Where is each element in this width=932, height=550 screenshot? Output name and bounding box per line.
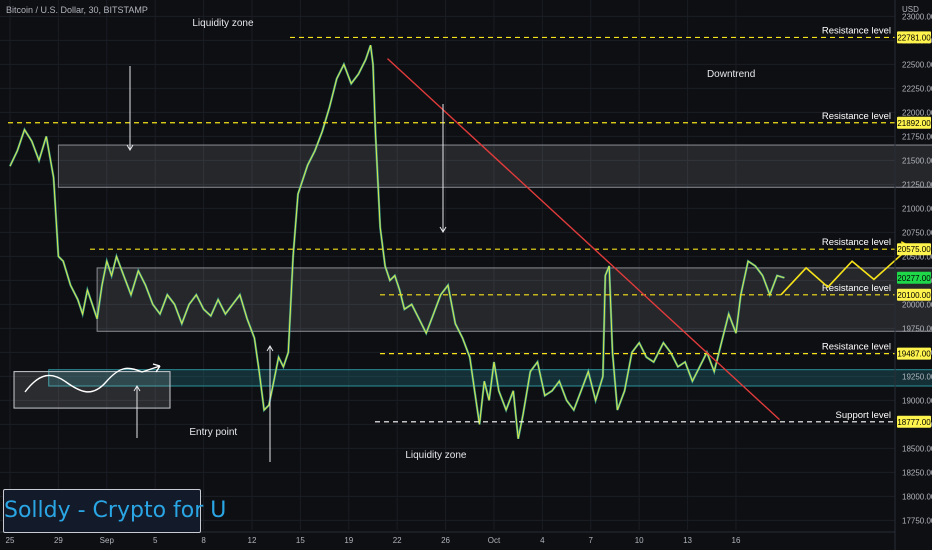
price-tag-text: 20100.00 bbox=[897, 291, 931, 300]
y-tick-label: 17750.00 bbox=[902, 516, 932, 525]
price-series bbox=[9, 44, 785, 440]
y-tick-label: 18000.00 bbox=[902, 492, 932, 501]
x-tick-label: 7 bbox=[589, 536, 594, 545]
liquidity-zone-upper bbox=[57, 144, 932, 188]
wave-path bbox=[24, 367, 143, 393]
y-tick-label: 20500.00 bbox=[902, 252, 932, 261]
level-label: Resistance level bbox=[822, 25, 891, 36]
y-tick-label: 20000.00 bbox=[902, 300, 932, 309]
price-tag-text: 21892.00 bbox=[897, 119, 931, 128]
annotation-arrow-head bbox=[439, 226, 447, 233]
x-tick-label: 5 bbox=[153, 536, 158, 545]
y-tick-label: 22500.00 bbox=[902, 60, 932, 69]
x-tick-label: 22 bbox=[393, 536, 402, 545]
x-tick-label: 25 bbox=[6, 536, 15, 545]
y-tick-label: 18500.00 bbox=[902, 444, 932, 453]
entry-point-box bbox=[13, 371, 171, 409]
x-tick-label: 26 bbox=[441, 536, 450, 545]
annotation-label: Entry point bbox=[189, 427, 237, 438]
price-tag-text: 19487.00 bbox=[897, 350, 931, 359]
x-tick-label: Sep bbox=[100, 536, 115, 545]
x-tick-label: Oct bbox=[488, 536, 501, 545]
y-tick-label: 19250.00 bbox=[902, 372, 932, 381]
level-label: Support level bbox=[836, 410, 891, 421]
x-tick-label: 8 bbox=[201, 536, 206, 545]
price-tag-text: 18777.00 bbox=[897, 418, 931, 427]
price-tag bbox=[897, 116, 931, 129]
price-tag bbox=[897, 347, 931, 360]
price-tag bbox=[897, 415, 931, 428]
x-tick-label: 15 bbox=[296, 536, 305, 545]
price-tag-text: 22781.00 bbox=[897, 33, 931, 42]
annotation-arrow-head bbox=[126, 144, 134, 151]
forecast-path bbox=[780, 246, 911, 296]
x-tick-label: 13 bbox=[683, 536, 692, 545]
y-axis-unit: USD bbox=[902, 5, 919, 14]
y-tick-label: 18250.00 bbox=[902, 468, 932, 477]
annotation-label: Downtrend bbox=[707, 69, 755, 80]
price-tag bbox=[897, 288, 931, 301]
annotation-label: Liquidity zone bbox=[405, 450, 467, 461]
y-tick-label: 21250.00 bbox=[902, 180, 932, 189]
y-tick-label: 21500.00 bbox=[902, 156, 932, 165]
entry-point-marker bbox=[13, 363, 171, 409]
x-tick-label: 29 bbox=[54, 536, 63, 545]
y-tick-label: 19750.00 bbox=[902, 324, 932, 333]
price-line bbox=[9, 45, 785, 439]
y-tick-label: 22000.00 bbox=[902, 108, 932, 117]
y-tick-label: 19000.00 bbox=[902, 396, 932, 405]
annotation-arrow-head bbox=[133, 385, 141, 392]
price-tag-text: 20575.00 bbox=[897, 245, 931, 254]
y-tick-label: 23000.00 bbox=[902, 12, 932, 21]
x-tick-label: 4 bbox=[540, 536, 545, 545]
downtrend-line bbox=[387, 58, 780, 421]
drawings: Resistance level Resistance level Resistan… bbox=[8, 18, 912, 462]
symbol-title: Bitcoin / U.S. Dollar, 30, BITSTAMP bbox=[6, 5, 148, 15]
annotation-arrow-head bbox=[266, 345, 274, 352]
liquidity-zone-lower bbox=[96, 267, 932, 332]
y-tick-label: 20750.00 bbox=[902, 228, 932, 237]
price-tag bbox=[897, 271, 931, 284]
x-tick-label: 12 bbox=[248, 536, 257, 545]
annotation-label: Liquidity zone bbox=[192, 18, 254, 29]
level-label: Resistance level bbox=[822, 283, 891, 294]
y-tick-label: 21000.00 bbox=[902, 204, 932, 213]
y-tick-label: 21750.00 bbox=[902, 132, 932, 141]
y-tick-label: 22250.00 bbox=[902, 84, 932, 93]
price-tag-text: 20277.00 bbox=[897, 274, 931, 283]
x-tick-label: 19 bbox=[344, 536, 353, 545]
wave-arrow-head bbox=[141, 363, 161, 373]
level-label: Resistance level bbox=[822, 342, 891, 353]
x-tick-label: 10 bbox=[635, 536, 644, 545]
price-tag bbox=[897, 31, 931, 44]
channel-watermark: Solldy - Crypto for U bbox=[3, 489, 226, 533]
price-tag bbox=[897, 243, 931, 256]
x-tick-label: 16 bbox=[732, 536, 741, 545]
level-label: Resistance level bbox=[822, 237, 891, 248]
level-label: Resistance level bbox=[822, 111, 891, 122]
